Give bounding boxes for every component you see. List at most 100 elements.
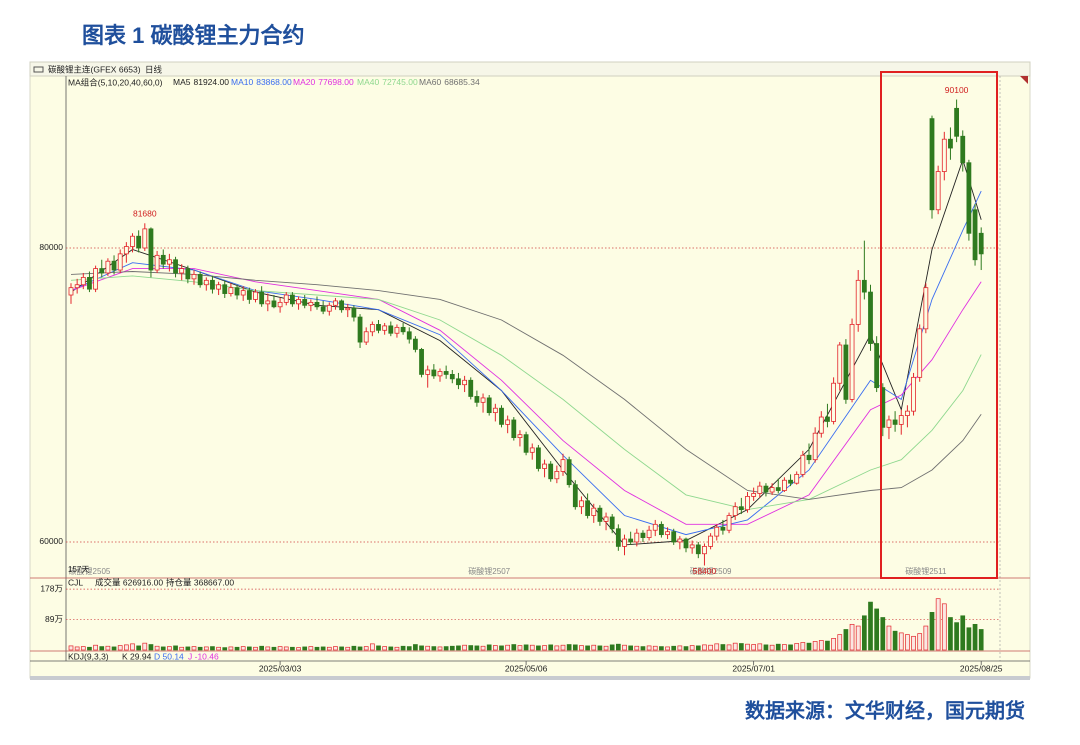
- volume-bar: [456, 645, 461, 651]
- volume-bar: [277, 646, 283, 651]
- volume-bar: [861, 615, 867, 651]
- legend-entry: MA5 81924.00: [173, 77, 229, 87]
- volume-bar: [579, 645, 584, 651]
- candle-body: [431, 369, 437, 377]
- volume-bar: [738, 643, 744, 651]
- legend-name: MA10: [231, 77, 253, 87]
- candle-body: [492, 407, 498, 414]
- volume-bar: [572, 644, 578, 651]
- volume-bar: [240, 646, 246, 651]
- volume-bar: [333, 646, 338, 651]
- candle-body: [394, 326, 400, 334]
- candle-body: [751, 493, 757, 497]
- volume-bar: [714, 643, 720, 651]
- candle-body: [480, 397, 486, 403]
- price-label: 81680: [133, 209, 157, 219]
- x-tick-label: 2025/03/03: [259, 663, 302, 673]
- volume-bar: [271, 646, 277, 651]
- volume-bar: [591, 644, 597, 651]
- candle-body: [560, 459, 566, 472]
- candle-body: [788, 479, 793, 484]
- volume-bar: [351, 645, 357, 651]
- plot-layer: 碳酸锂主连(GFEX 6653) 日线 MA组合(5,10,20,40,60,0) 6…: [39, 64, 1002, 673]
- indicator-value: D 50.14: [154, 651, 184, 661]
- candle-body: [87, 276, 92, 290]
- volume-bar: [326, 646, 332, 651]
- volume-bar: [87, 646, 92, 651]
- candle-body: [499, 407, 504, 425]
- candle-body: [419, 349, 424, 375]
- candle-body: [702, 545, 707, 555]
- legend-entry: MA40 72745.00: [357, 77, 418, 87]
- volume-bar: [941, 603, 947, 651]
- volume-bar: [652, 645, 658, 651]
- volume-bar: [437, 646, 443, 651]
- volume-bar: [794, 643, 800, 651]
- candle-body: [837, 344, 843, 384]
- candle-body: [794, 473, 800, 484]
- volume-bar: [683, 646, 689, 651]
- volume-bar: [370, 643, 375, 651]
- candle-body: [732, 506, 738, 516]
- panel-name: KDJ(9,3,3): [68, 651, 109, 661]
- volume-bar: [566, 644, 572, 651]
- indicator-value: K 29.94: [122, 651, 152, 661]
- candle-body: [757, 485, 763, 494]
- volume-bar: [603, 645, 609, 651]
- candle-body: [289, 294, 295, 305]
- candle-body: [738, 506, 744, 511]
- candle-body: [966, 162, 972, 234]
- contract-label: 碳酸锂2509: [690, 566, 732, 576]
- volume-bar: [708, 644, 713, 651]
- volume-bar: [732, 642, 738, 651]
- candle-body: [898, 415, 904, 425]
- candle-body: [948, 138, 953, 149]
- volume-bar: [720, 644, 726, 651]
- candle-body: [579, 500, 584, 508]
- volume-bar: [302, 646, 308, 651]
- volume-bar: [788, 644, 793, 651]
- volume-bar: [308, 646, 314, 651]
- candle-body: [745, 496, 750, 511]
- candle-body: [339, 300, 345, 311]
- volume-bar: [388, 646, 394, 651]
- candle-body: [652, 523, 658, 531]
- legend-entry: MA60 68685.34: [419, 77, 480, 87]
- panel-header: 成交量 626916.00: [95, 577, 163, 587]
- candle-body: [603, 516, 609, 522]
- candle-body: [886, 419, 892, 428]
- volume-bar: [216, 646, 221, 651]
- candle-body: [449, 374, 455, 380]
- volume-bar: [880, 617, 886, 651]
- ma-line: [70, 275, 982, 511]
- volume-bar: [917, 633, 923, 651]
- candle-body: [142, 228, 148, 249]
- x-tick-label: 2025/07/01: [732, 663, 775, 673]
- indicator-value: J -10.46: [188, 651, 219, 661]
- contract-label: 碳酸锂2511: [905, 566, 947, 576]
- candle-body: [548, 463, 554, 480]
- candle-body: [800, 454, 806, 475]
- candle-body: [271, 300, 277, 308]
- candle-body: [517, 434, 523, 439]
- candle-body: [695, 544, 701, 555]
- candle-body: [345, 307, 351, 311]
- volume-bar: [529, 644, 535, 651]
- volume-bar: [554, 645, 560, 651]
- candle-body: [935, 171, 941, 211]
- volume-bar: [394, 646, 400, 651]
- volume-bar: [935, 598, 941, 651]
- volume-bar: [818, 640, 824, 651]
- legend-entry: MA20 77698.00: [293, 77, 354, 87]
- volume-bar: [99, 646, 105, 651]
- volume-bar: [640, 646, 646, 651]
- volume-bar: [905, 634, 910, 651]
- candle-body: [246, 290, 252, 300]
- volume-bar: [493, 645, 498, 651]
- candle-body: [74, 284, 80, 289]
- candle-body: [585, 500, 590, 516]
- candle-body: [259, 291, 265, 305]
- candle-body: [240, 290, 246, 296]
- candle-body: [763, 485, 769, 493]
- volume-bar: [800, 642, 806, 651]
